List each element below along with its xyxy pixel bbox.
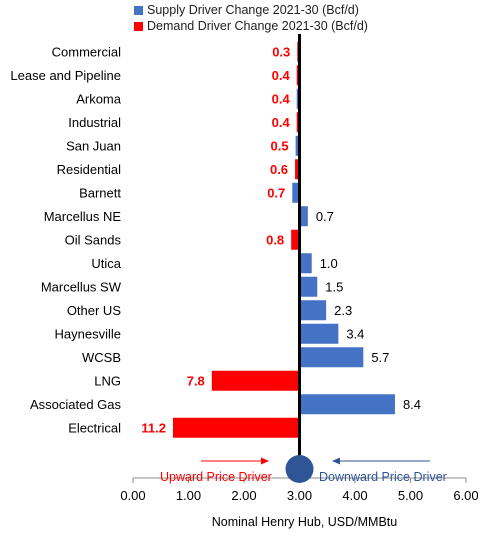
value-label-marcellus-sw: 1.5 xyxy=(325,279,343,294)
category-label-associated-gas: Associated Gas xyxy=(30,397,122,412)
downward-arrowhead xyxy=(332,457,340,465)
value-label-lease-and-pipeline: 0.4 xyxy=(272,68,291,83)
legend-item-demand: Demand Driver Change 2021-30 (Bcf/d) xyxy=(134,18,368,34)
category-label-other-us: Other US xyxy=(67,303,122,318)
bar-barnett xyxy=(292,182,300,203)
x-axis: 0.00 1.00 2.00 3.00 4.00 5.00 6.00 Nominal Henr… xyxy=(120,477,479,529)
x-tick-label: 0.00 xyxy=(120,488,145,503)
value-label-commercial: 0.3 xyxy=(272,44,290,59)
value-label-san-juan: 0.5 xyxy=(271,138,289,153)
category-label-arkoma: Arkoma xyxy=(76,91,122,106)
value-label-arkoma: 0.4 xyxy=(272,91,291,106)
category-label-marcellus-ne: Marcellus NE xyxy=(44,209,122,224)
category-label-barnett: Barnett xyxy=(79,185,121,200)
upward-price-driver-label: Upward Price Driver xyxy=(160,470,272,484)
value-label-electrical: 11.2 xyxy=(141,420,166,435)
bar-residential xyxy=(295,159,300,180)
x-axis-title: Nominal Henry Hub, USD/MMBtu xyxy=(212,515,398,529)
value-label-associated-gas: 8.4 xyxy=(403,397,421,412)
category-label-utica: Utica xyxy=(91,256,121,271)
bar-haynesville xyxy=(299,323,339,344)
value-label-other-us: 2.3 xyxy=(334,303,352,318)
x-tick-label: 2.00 xyxy=(231,488,256,503)
value-label-lng: 7.8 xyxy=(187,373,205,388)
category-label-marcellus-sw: Marcellus SW xyxy=(41,279,122,294)
category-label-oil-sands: Oil Sands xyxy=(65,232,122,247)
bar-electrical xyxy=(172,417,300,438)
category-label-san-juan: San Juan xyxy=(66,138,121,153)
bar-associated-gas xyxy=(299,394,395,415)
value-label-oil-sands: 0.8 xyxy=(266,232,284,247)
value-label-marcellus-ne: 0.7 xyxy=(316,209,334,224)
demand-swatch xyxy=(134,21,143,31)
bar-lng xyxy=(211,370,300,391)
value-label-barnett: 0.7 xyxy=(267,185,285,200)
supply-swatch xyxy=(134,5,143,15)
value-label-wcsb: 5.7 xyxy=(371,350,389,365)
bar-san-juan xyxy=(295,135,300,156)
labels-layer: Commercial 0.3 Lease and Pipeline 0.4 Arkoma… xyxy=(10,44,421,435)
category-label-residential: Residential xyxy=(57,162,121,177)
bar-marcellus-ne xyxy=(299,206,308,227)
bar-wcsb xyxy=(299,347,364,368)
category-label-commercial: Commercial xyxy=(52,44,121,59)
x-tick-label: 4.00 xyxy=(342,488,367,503)
legend: Supply Driver Change 2021-30 (Bcf/d) Dem… xyxy=(134,2,368,34)
category-label-haynesville: Haynesville xyxy=(55,326,121,341)
value-label-residential: 0.6 xyxy=(270,162,288,177)
bar-oil-sands xyxy=(291,229,300,250)
category-label-industrial: Industrial xyxy=(68,115,121,130)
price-marker xyxy=(285,455,314,483)
bar-marcellus-sw xyxy=(299,276,318,297)
value-label-industrial: 0.4 xyxy=(272,115,291,130)
bar-utica xyxy=(299,253,312,274)
bar-other-us xyxy=(299,300,327,321)
legend-supply-label: Supply Driver Change 2021-30 (Bcf/d) xyxy=(147,3,359,17)
bars-layer xyxy=(172,41,395,438)
category-label-lease-and-pipeline: Lease and Pipeline xyxy=(10,68,121,83)
category-label-wcsb: WCSB xyxy=(82,350,121,365)
legend-item-supply: Supply Driver Change 2021-30 (Bcf/d) xyxy=(134,2,368,18)
legend-demand-label: Demand Driver Change 2021-30 (Bcf/d) xyxy=(147,19,368,33)
category-label-lng: LNG xyxy=(94,373,121,388)
upward-arrowhead xyxy=(261,457,269,465)
category-label-electrical: Electrical xyxy=(68,420,121,435)
annotations: Upward Price Driver Downward Price Driver xyxy=(160,455,447,484)
x-tick-label: 3.00 xyxy=(287,488,312,503)
x-tick-label: 5.00 xyxy=(398,488,423,503)
downward-price-driver-label: Downward Price Driver xyxy=(319,470,447,484)
value-label-utica: 1.0 xyxy=(320,256,338,271)
x-tick-label: 6.00 xyxy=(453,488,478,503)
x-tick-label: 1.00 xyxy=(176,488,201,503)
value-label-haynesville: 3.4 xyxy=(346,326,364,341)
